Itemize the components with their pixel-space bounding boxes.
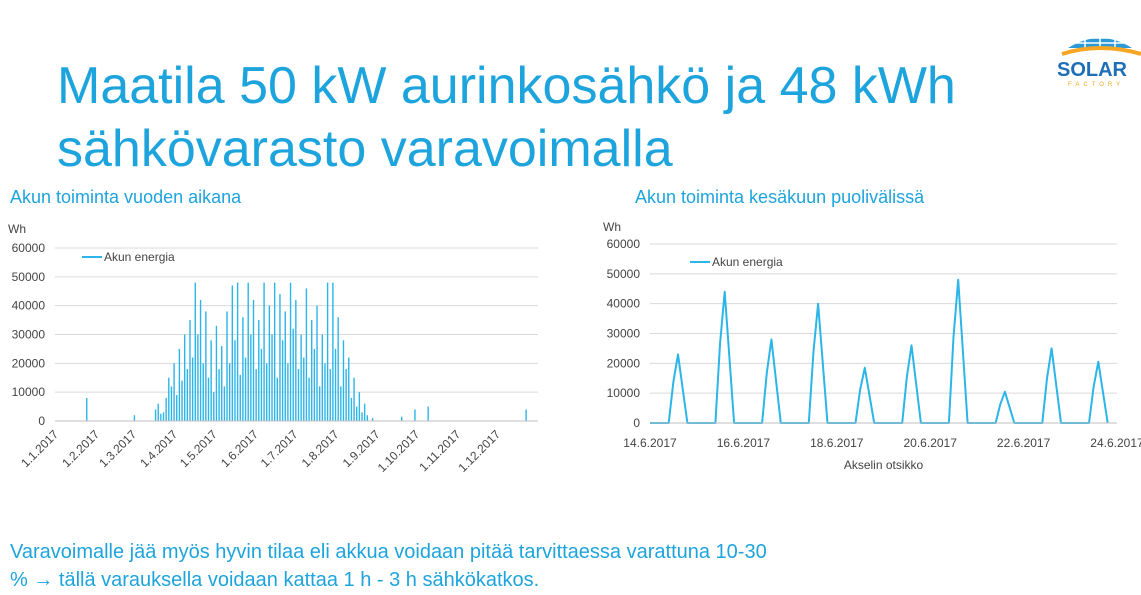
logo-name: SOLAR — [1057, 59, 1128, 81]
x-tick-label: 1.10.2017 — [375, 427, 423, 475]
x-axis-label: Akselin otsikko — [844, 458, 924, 472]
x-tick-label: 14.6.2017 — [623, 436, 677, 450]
x-tick-label: 20.6.2017 — [904, 436, 958, 450]
logo-grid — [1072, 26, 1128, 48]
chart-title: Akun toiminta vuoden aikana — [10, 187, 242, 207]
y-tick-label: 50000 — [607, 267, 641, 281]
y-tick-label: 20000 — [607, 356, 641, 370]
legend-label: Akun energia — [104, 250, 175, 264]
x-tick-label: 1.8.2017 — [299, 427, 342, 470]
y-tick-label: 0 — [633, 416, 640, 430]
legend-label: Akun energia — [712, 255, 783, 269]
body-text: Varavoimalle jää myös hyvin tilaa eli ak… — [10, 541, 767, 563]
x-tick-label: 24.6.2017 — [1090, 436, 1141, 450]
y-tick-label: 10000 — [607, 386, 641, 400]
y-axis-label: Wh — [8, 222, 26, 236]
x-tick-label: 1.4.2017 — [137, 427, 180, 470]
y-axis-label: Wh — [603, 220, 621, 234]
y-tick-label: 0 — [38, 414, 45, 428]
y-tick-label: 20000 — [12, 356, 46, 370]
x-tick-label: 1.3.2017 — [96, 427, 139, 470]
x-tick-label: 1.12.2017 — [455, 427, 503, 475]
logo-tagline: FACTORY — [1068, 82, 1124, 88]
x-tick-label: 1.1.2017 — [18, 427, 61, 470]
logo: SOLAR FACTORY — [1057, 26, 1141, 88]
logo-arc — [1061, 46, 1141, 56]
line — [650, 278, 1109, 424]
y-tick-label: 60000 — [12, 241, 46, 255]
x-tick-label: 1.6.2017 — [218, 427, 261, 470]
chart-title: Akun toiminta kesäkuun puolivälissä — [635, 187, 925, 207]
x-tick-label: 1.7.2017 — [258, 427, 301, 470]
y-tick-label: 40000 — [12, 299, 46, 313]
y-tick-label: 40000 — [607, 297, 641, 311]
x-tick-label: 18.6.2017 — [810, 436, 864, 450]
y-tick-label: 60000 — [607, 237, 641, 251]
x-tick-label: 22.6.2017 — [997, 436, 1051, 450]
y-tick-label: 30000 — [12, 328, 46, 342]
y-tick-label: 10000 — [12, 385, 46, 399]
slide-title: Maatila 50 kW aurinkosähkö ja 48 kWh — [57, 57, 956, 115]
x-tick-label: 16.6.2017 — [717, 436, 771, 450]
x-tick-label: 1.2.2017 — [59, 427, 102, 470]
slide-title: sähkövarasto varavoimalla — [57, 120, 673, 178]
y-tick-label: 30000 — [607, 327, 641, 341]
x-tick-label: 1.5.2017 — [177, 427, 220, 470]
y-tick-label: 50000 — [12, 270, 46, 284]
body-text: % → tällä varauksella voidaan kattaa 1 h… — [10, 569, 539, 591]
